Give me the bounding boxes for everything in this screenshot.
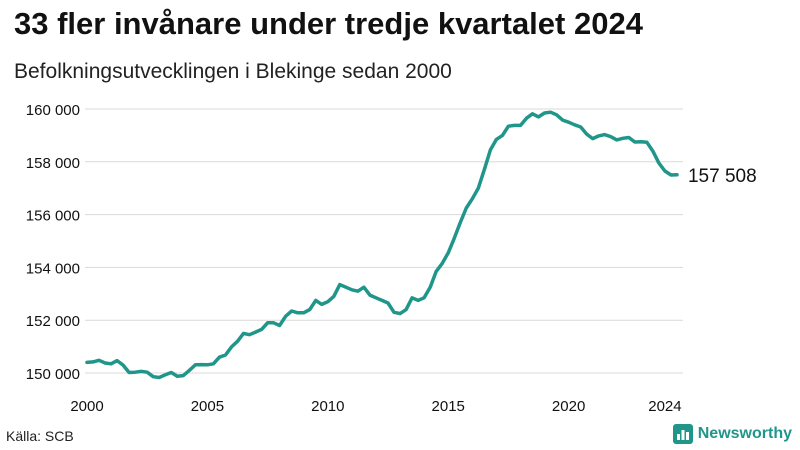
x-tick-label: 2005 xyxy=(191,398,224,415)
y-tick-label: 152 000 xyxy=(26,313,80,330)
y-tick-label: 156 000 xyxy=(26,208,80,225)
y-tick-label: 160 000 xyxy=(26,102,80,119)
chart-subtitle: Befolkningsutvecklingen i Blekinge sedan… xyxy=(14,60,452,83)
brand-logo: Newsworthy xyxy=(672,424,792,444)
x-tick-label: 2015 xyxy=(432,398,465,415)
brand-name: Newsworthy xyxy=(697,425,792,442)
x-tick-label: 2020 xyxy=(552,398,585,415)
x-tick-label: 2010 xyxy=(311,398,344,415)
chart-title: 33 fler invånare under tredje kvartalet … xyxy=(14,6,643,41)
end-value-label: 157 508 xyxy=(688,166,757,187)
bar-chart-logo-icon xyxy=(672,424,693,444)
x-tick-label: 2000 xyxy=(70,398,103,415)
source-note: Källa: SCB xyxy=(6,428,74,444)
series-line xyxy=(85,110,679,380)
y-tick-label: 158 000 xyxy=(26,155,80,172)
y-tick-label: 154 000 xyxy=(26,260,80,277)
x-tick-label: 2024 xyxy=(648,398,681,415)
y-tick-label: 150 000 xyxy=(26,366,80,383)
